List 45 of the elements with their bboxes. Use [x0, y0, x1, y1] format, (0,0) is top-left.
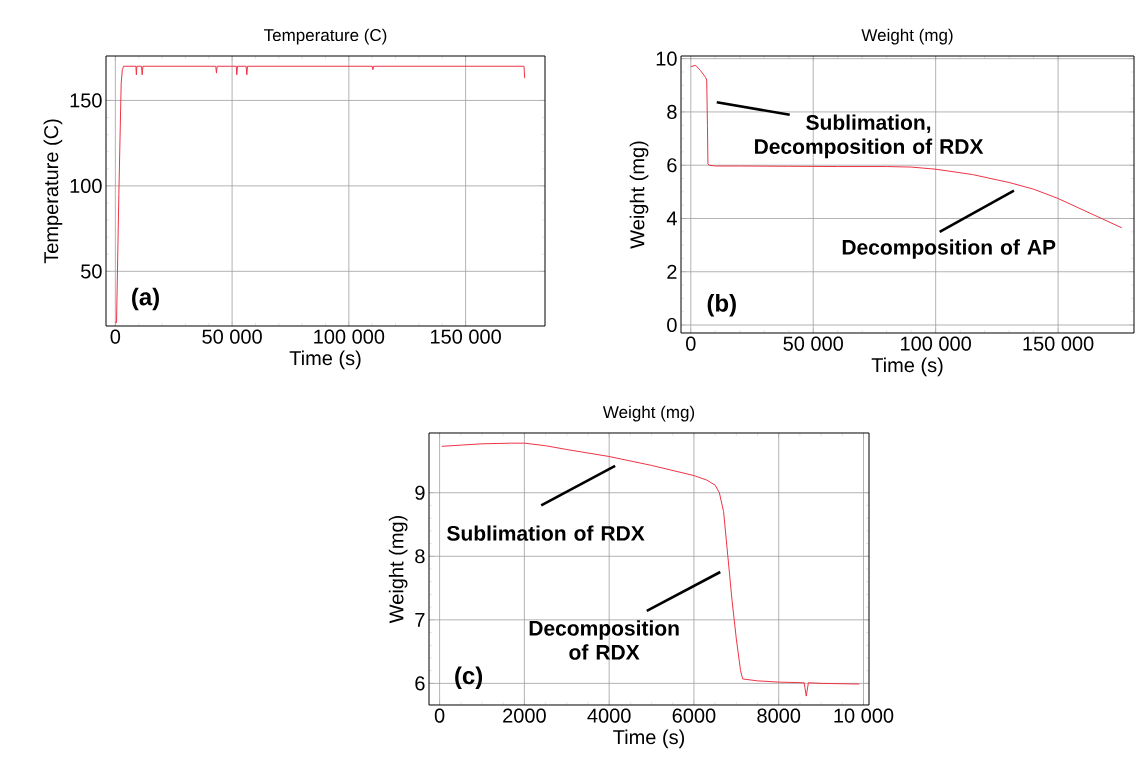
chart-title: Weight (mg) — [602, 405, 695, 422]
annotation: (c) — [455, 666, 483, 689]
x-tick-label: 0 — [110, 329, 121, 344]
x-axis-title: Time (s) — [871, 357, 943, 377]
y-tick-label: 10 — [656, 51, 677, 66]
y-axis-title: Weight (mg) — [629, 141, 649, 249]
y-tick-label: 9 — [415, 485, 425, 500]
y-tick-label: 6 — [667, 158, 677, 173]
y-tick-label: 2 — [667, 264, 677, 279]
x-tick-label: 0 — [686, 336, 696, 351]
y-tick-label: 6 — [415, 676, 425, 691]
y-tick-label: 4 — [666, 211, 677, 226]
x-axis-title: Time (s) — [613, 729, 685, 749]
x-tick-label: 8000 — [757, 708, 801, 723]
y-tick-label: 100 — [70, 178, 102, 193]
y-tick-label: 7 — [415, 612, 425, 627]
annotation: (b) — [707, 294, 736, 317]
line-series — [114, 65, 526, 324]
chart-title: Weight (mg) — [861, 28, 953, 45]
annotation: (a) — [132, 287, 159, 311]
y-tick-label: 150 — [70, 93, 102, 108]
x-axis-title: Time (s) — [289, 350, 361, 370]
x-tick-label: 50 000 — [783, 336, 843, 351]
x-tick-label: 100 000 — [314, 329, 385, 344]
x-tick-label: 10 000 — [834, 708, 894, 723]
annotation: Decomposition of RDX — [529, 620, 679, 660]
x-tick-label: 0 — [434, 708, 445, 723]
x-tick-label: 4000 — [587, 708, 631, 723]
x-tick-label: 6000 — [672, 708, 716, 723]
x-tick-label: 150 000 — [430, 329, 501, 344]
annotation: Sublimation, Decomposition of RDX — [755, 114, 984, 159]
chart-title: Temperature (C) — [264, 28, 387, 45]
y-tick-label: 0 — [667, 317, 677, 333]
line-series — [690, 64, 1123, 229]
y-tick-label: 50 — [81, 264, 102, 279]
x-tick-label: 100 000 — [901, 336, 971, 351]
y-tick-label: 8 — [415, 549, 425, 564]
y-axis-title: Temperature (C) — [43, 119, 63, 264]
x-tick-label: 2000 — [503, 708, 546, 723]
y-tick-label: 8 — [667, 104, 677, 120]
y-axis-title: Weight (mg) — [388, 515, 408, 624]
annotation: Decomposition of AP — [842, 239, 1056, 259]
x-tick-label: 50 000 — [202, 329, 262, 344]
x-tick-label: 150 000 — [1023, 336, 1094, 351]
annotation: Sublimation of RDX — [447, 525, 645, 541]
